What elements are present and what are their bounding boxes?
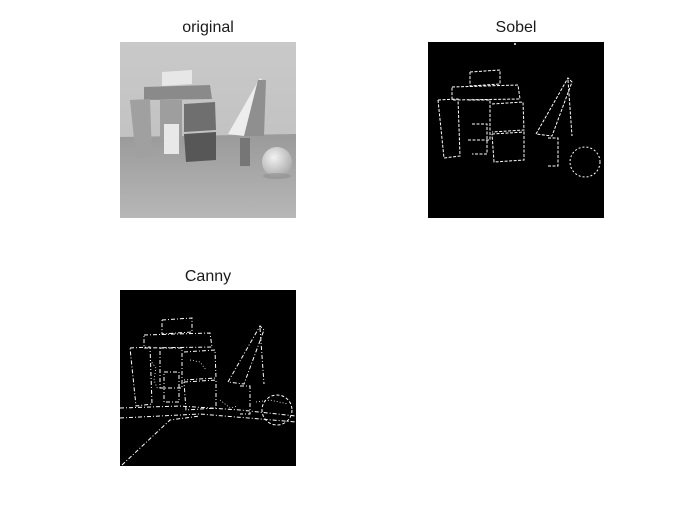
panel-canny-image (120, 290, 296, 466)
original-image (120, 42, 296, 218)
panel-original-image (120, 42, 296, 218)
panel-sobel-image (428, 42, 604, 218)
panel-title-canny: Canny (184, 268, 232, 285)
canny-edge-image (120, 290, 296, 466)
panel-title-sobel: Sobel (495, 19, 537, 36)
sobel-edge-image (428, 42, 604, 218)
panel-title-original: original (182, 19, 234, 36)
